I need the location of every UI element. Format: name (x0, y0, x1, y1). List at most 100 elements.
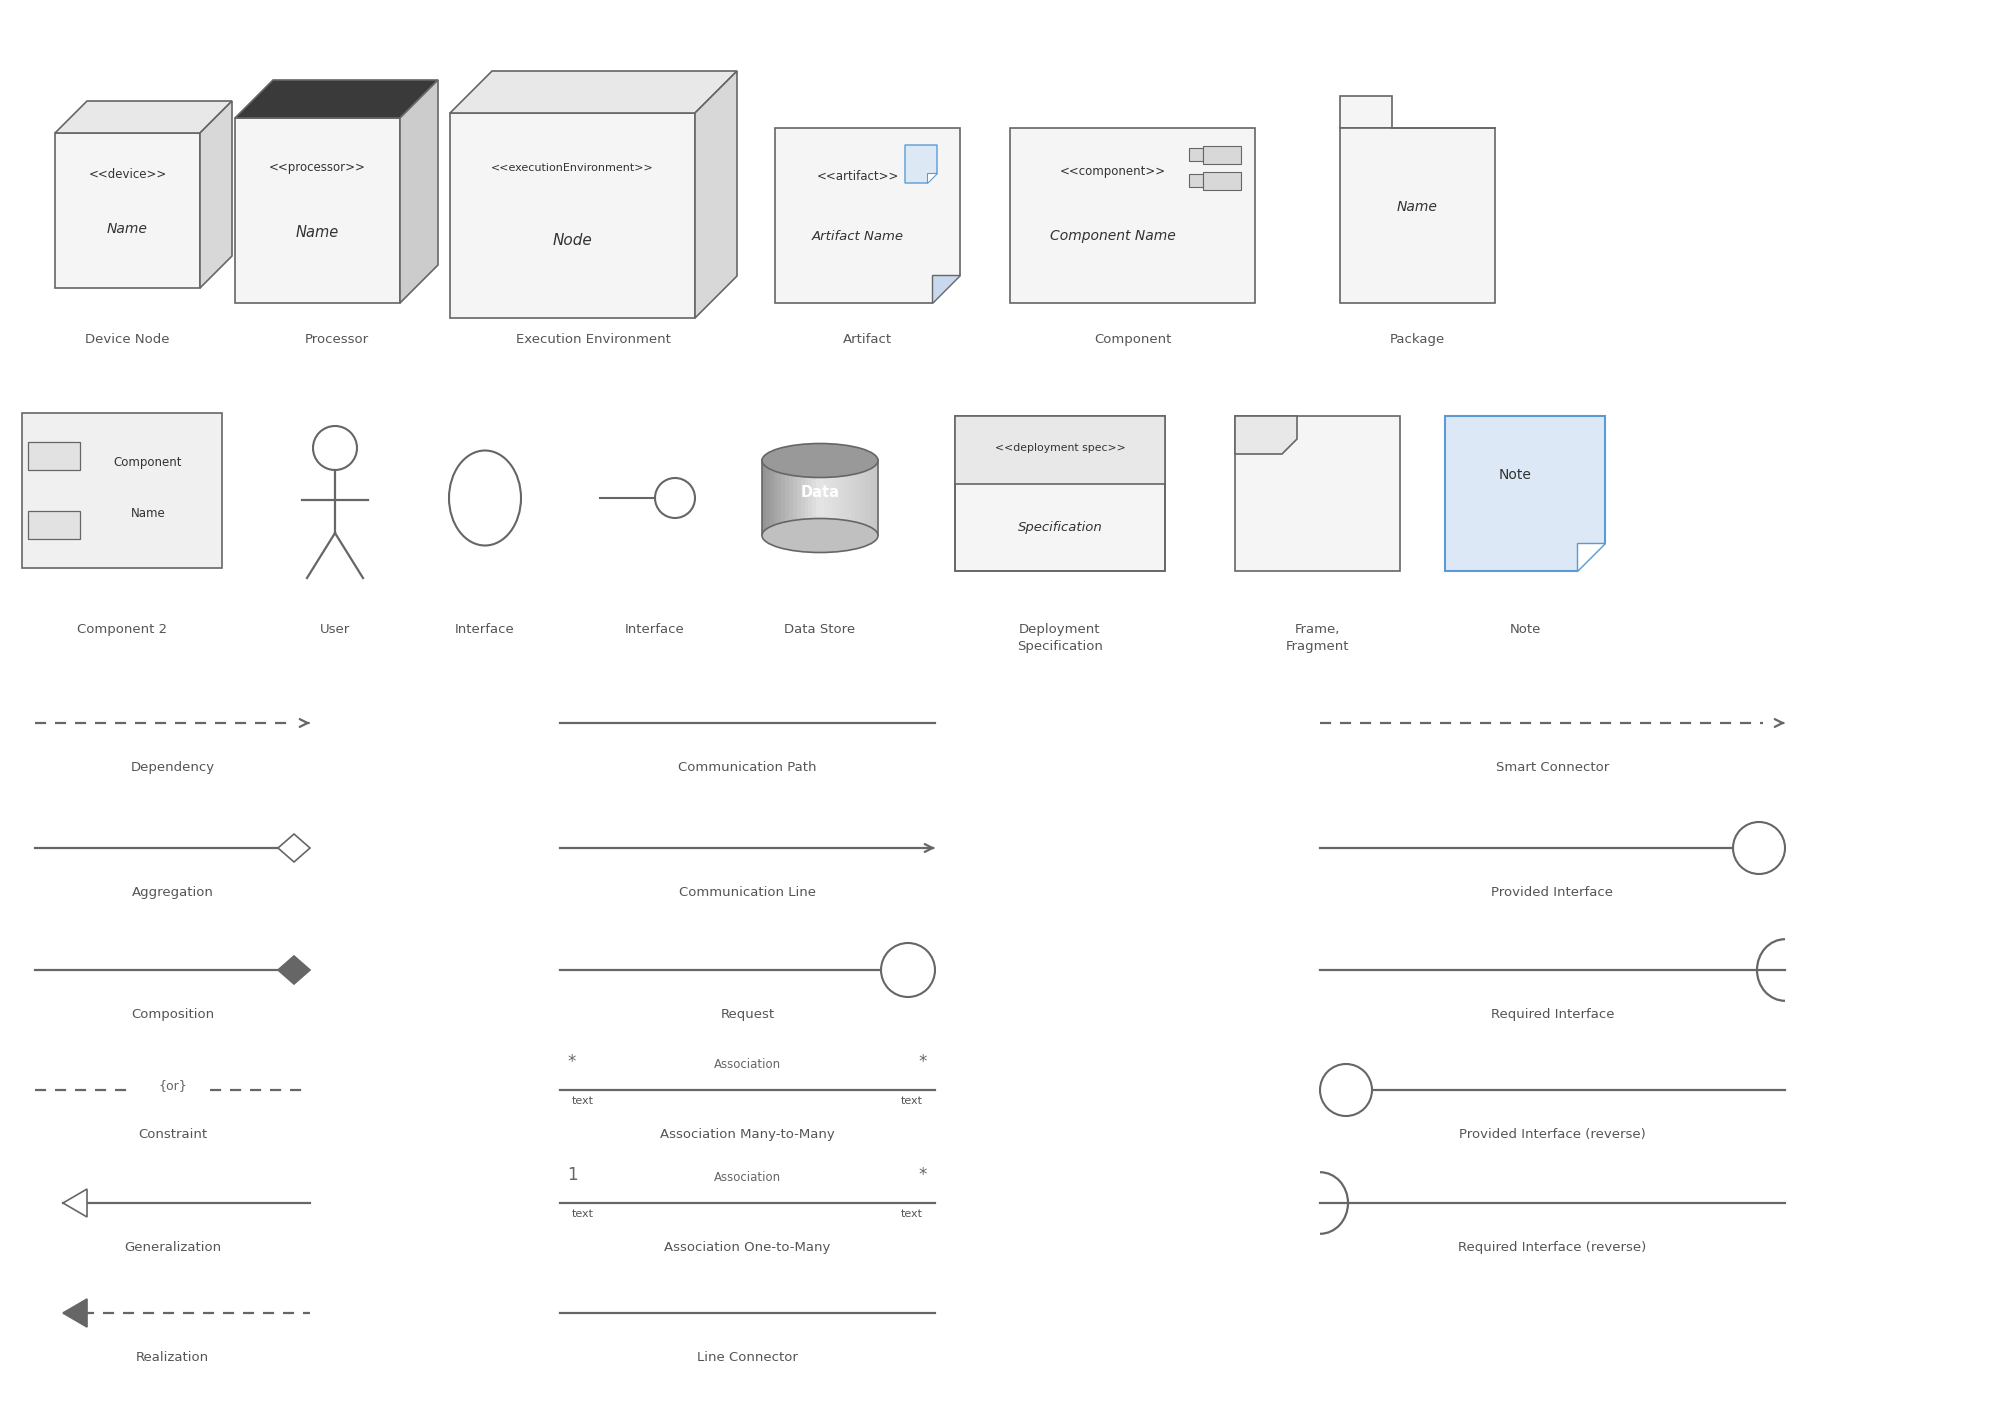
Text: text: text (900, 1209, 922, 1219)
FancyBboxPatch shape (22, 413, 222, 567)
FancyBboxPatch shape (828, 460, 832, 535)
FancyBboxPatch shape (28, 511, 80, 539)
Text: User: User (319, 622, 349, 636)
FancyBboxPatch shape (846, 460, 852, 535)
Text: Line Connector: Line Connector (697, 1352, 798, 1364)
Text: Name: Name (130, 507, 166, 520)
Polygon shape (56, 101, 232, 132)
FancyBboxPatch shape (784, 460, 790, 535)
Text: Component Name: Component Name (1050, 230, 1176, 244)
Polygon shape (926, 173, 936, 183)
FancyBboxPatch shape (770, 460, 774, 535)
Polygon shape (236, 80, 437, 118)
FancyBboxPatch shape (1190, 148, 1204, 161)
Text: <<artifact>>: <<artifact>> (816, 170, 898, 183)
Text: Artifact: Artifact (842, 334, 892, 346)
Polygon shape (64, 1188, 88, 1217)
FancyBboxPatch shape (796, 460, 800, 535)
FancyBboxPatch shape (774, 460, 778, 535)
Polygon shape (64, 1300, 88, 1326)
Text: Deployment
Specification: Deployment Specification (1018, 622, 1104, 653)
Text: Dependency: Dependency (130, 760, 214, 774)
Text: Smart Connector: Smart Connector (1495, 760, 1609, 774)
Polygon shape (277, 834, 309, 862)
Text: Interface: Interface (625, 622, 685, 636)
Text: Component: Component (114, 456, 182, 469)
FancyBboxPatch shape (870, 460, 874, 535)
Text: text: text (900, 1095, 922, 1107)
FancyBboxPatch shape (804, 460, 808, 535)
Text: Note: Note (1499, 467, 1531, 482)
Polygon shape (236, 118, 399, 303)
FancyBboxPatch shape (858, 460, 862, 535)
Polygon shape (774, 128, 960, 303)
Text: 1: 1 (567, 1166, 577, 1184)
Ellipse shape (762, 444, 878, 477)
Polygon shape (277, 956, 309, 984)
FancyBboxPatch shape (812, 460, 816, 535)
FancyBboxPatch shape (850, 460, 856, 535)
Text: Execution Environment: Execution Environment (517, 334, 671, 346)
FancyBboxPatch shape (954, 415, 1166, 484)
Polygon shape (56, 132, 200, 289)
Text: Provided Interface (reverse): Provided Interface (reverse) (1459, 1128, 1647, 1140)
FancyBboxPatch shape (1339, 128, 1495, 303)
Text: <<device>>: <<device>> (88, 169, 166, 182)
FancyBboxPatch shape (28, 442, 80, 470)
Text: <<component>>: <<component>> (1060, 165, 1166, 179)
Text: Communication Path: Communication Path (679, 760, 816, 774)
FancyBboxPatch shape (840, 460, 844, 535)
Text: *: * (918, 1166, 928, 1184)
Text: Association: Association (715, 1057, 780, 1071)
FancyBboxPatch shape (824, 460, 828, 535)
Text: Node: Node (553, 232, 593, 248)
FancyBboxPatch shape (778, 460, 782, 535)
FancyBboxPatch shape (1339, 96, 1391, 128)
Polygon shape (904, 145, 936, 183)
Text: <<deployment spec>>: <<deployment spec>> (994, 444, 1126, 453)
Text: Generalization: Generalization (124, 1240, 222, 1255)
Polygon shape (932, 275, 960, 303)
Text: Device Node: Device Node (86, 334, 170, 346)
Text: Component 2: Component 2 (78, 622, 168, 636)
FancyBboxPatch shape (808, 460, 812, 535)
FancyBboxPatch shape (874, 460, 878, 535)
Text: Note: Note (1509, 622, 1541, 636)
Text: Association: Association (715, 1171, 780, 1184)
FancyBboxPatch shape (788, 460, 794, 535)
Text: Aggregation: Aggregation (132, 886, 214, 898)
FancyBboxPatch shape (862, 460, 866, 535)
Text: Data Store: Data Store (784, 622, 856, 636)
Text: Component: Component (1094, 334, 1172, 346)
Text: Interface: Interface (455, 622, 515, 636)
Text: {or}: {or} (158, 1080, 188, 1093)
Text: Specification: Specification (1018, 521, 1102, 534)
Text: Request: Request (721, 1008, 774, 1021)
Polygon shape (1445, 415, 1605, 572)
FancyBboxPatch shape (832, 460, 836, 535)
Ellipse shape (762, 518, 878, 552)
Text: Name: Name (295, 225, 339, 241)
Text: Required Interface: Required Interface (1491, 1008, 1615, 1021)
Text: Data: Data (800, 486, 840, 500)
FancyBboxPatch shape (766, 460, 770, 535)
FancyBboxPatch shape (1190, 175, 1204, 187)
FancyBboxPatch shape (800, 460, 804, 535)
FancyBboxPatch shape (780, 460, 786, 535)
Text: Provided Interface: Provided Interface (1491, 886, 1613, 898)
Text: Association One-to-Many: Association One-to-Many (665, 1240, 830, 1255)
Text: *: * (567, 1053, 577, 1071)
Text: Composition: Composition (132, 1008, 214, 1021)
Text: Processor: Processor (305, 334, 369, 346)
FancyBboxPatch shape (954, 415, 1166, 572)
Text: Package: Package (1389, 334, 1445, 346)
Text: Realization: Realization (136, 1352, 210, 1364)
Text: Artifact Name: Artifact Name (812, 230, 904, 244)
Text: Name: Name (108, 222, 148, 237)
Text: Required Interface (reverse): Required Interface (reverse) (1459, 1240, 1647, 1255)
FancyBboxPatch shape (816, 460, 820, 535)
FancyBboxPatch shape (854, 460, 858, 535)
Text: Association Many-to-Many: Association Many-to-Many (661, 1128, 834, 1140)
FancyBboxPatch shape (820, 460, 824, 535)
Text: *: * (918, 1053, 928, 1071)
